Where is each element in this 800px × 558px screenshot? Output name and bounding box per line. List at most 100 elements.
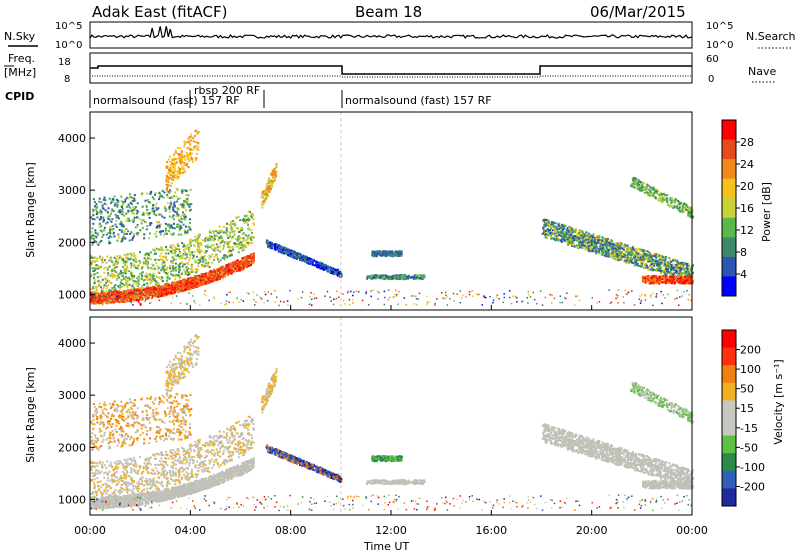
power-cell [146,278,149,281]
power-cell [92,276,95,279]
power-cell [138,277,141,280]
power-cell [120,295,123,298]
power-cell [199,275,202,278]
power-cell [252,252,255,255]
power-cell [169,189,172,192]
power-cell [229,231,232,234]
power-cell [187,156,190,159]
power-cell [114,202,117,205]
power-cell [196,239,199,242]
power-cell [197,142,200,145]
power-cell [183,279,186,282]
power-cell [163,268,166,271]
power-cell [242,266,245,269]
power-cell [216,278,219,281]
power-cell [187,267,190,270]
power-cell [172,159,175,162]
power-cell [90,255,93,258]
power-cell [121,274,124,277]
power-cell [217,239,220,242]
power-cell [169,232,172,235]
power-cell [161,276,164,279]
power-cell [195,129,198,132]
power-cell [280,246,283,249]
power-cell [242,243,245,246]
power-cell [188,209,191,212]
power-cell [133,194,136,197]
power-cell [200,243,203,246]
power-cell [159,290,162,293]
power-cell [118,254,121,257]
power-cell [288,249,291,252]
power-cell [200,279,203,282]
power-cell [223,267,226,270]
power-cell [162,230,165,233]
power-cell [246,238,249,241]
power-cell [144,293,147,296]
power-cell [238,247,241,250]
power-cell [224,267,227,270]
power-cell [135,288,138,291]
power-cell [111,295,114,298]
power-cell [162,249,165,252]
power-cell [202,260,205,263]
power-cell [134,291,137,294]
power-cell [148,237,151,240]
power-cell [226,266,229,269]
power-cell [203,251,206,254]
nsearch-tick-top: 10^5 [706,21,733,32]
power-cell [155,206,158,209]
power-cell [182,245,185,248]
power-cell [102,219,105,222]
power-cell [164,232,167,235]
power-cell [225,243,228,246]
power-cell [176,161,179,164]
power-cell [186,261,189,264]
power-cell [668,262,671,265]
power-cell [216,256,219,259]
power-cell [158,198,161,201]
power-cell [194,130,197,133]
power-cell [112,263,115,266]
power-cell [133,216,136,219]
power-cell [127,230,130,233]
power-cell [101,292,104,295]
power-cell [233,234,236,237]
power-cell [190,282,193,285]
power-cell [226,256,229,259]
power-cell [117,257,120,260]
power-cell [136,224,139,227]
power-cell [193,286,196,289]
power-cell [97,294,100,297]
power-cell [219,250,222,253]
power-cell [104,297,107,300]
power-cell [181,165,184,168]
power-cell [133,295,136,298]
power-cell [209,255,212,258]
power-cell [157,221,160,224]
power-cell [105,301,108,304]
power-cell [157,271,160,274]
power-cell [237,236,240,239]
power-cell [181,261,184,264]
power-cell [126,296,129,299]
power-cell [282,248,285,251]
cpid-panel: CPID normalsound (fast) 157 RF rbsp 200 … [5,84,492,108]
power-cell [207,239,210,242]
power-cell [99,216,102,219]
power-cell [172,170,175,173]
power-cell [160,269,163,272]
power-cell [188,283,191,286]
power-cell [183,250,186,253]
power-cell [150,292,153,295]
power-cell [247,243,250,246]
power-cell [189,254,192,257]
power-cell [102,220,105,223]
power-cell [158,259,161,262]
power-cell [251,213,254,216]
power-cell [162,268,165,271]
nave-label: Nave [748,65,776,78]
power-cell [298,255,301,258]
power-cell [137,280,140,283]
power-cell [103,292,106,295]
